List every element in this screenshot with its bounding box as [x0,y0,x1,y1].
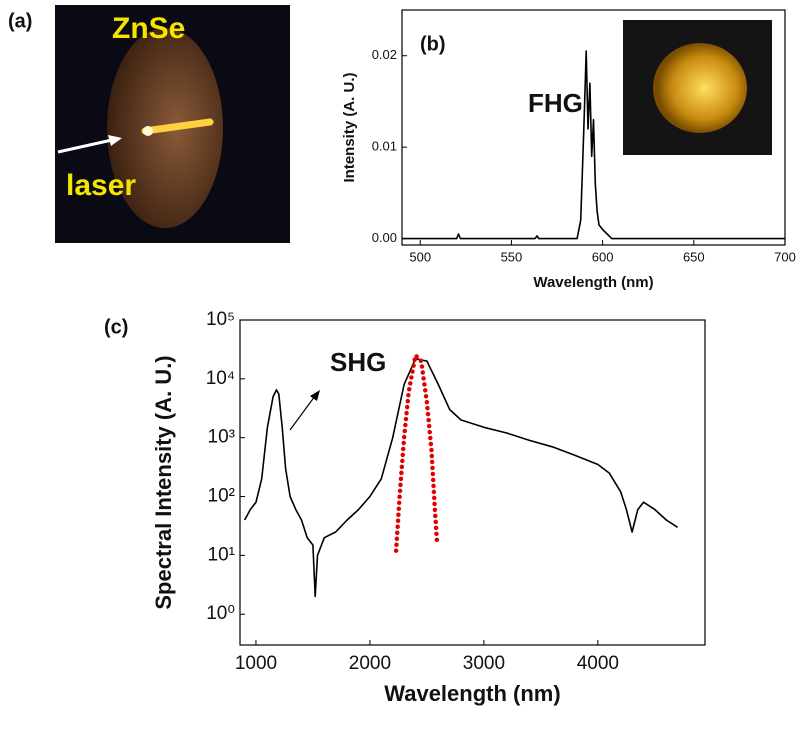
y-tick-label: 10⁰ [206,603,235,624]
x-axis-label: Wavelength (nm) [384,681,560,706]
arrow [57,138,113,154]
x-tick-label: 650 [683,249,705,264]
x-tick-label: 500 [409,249,431,264]
y-tick-label: 10⁵ [206,309,235,330]
panel-label: (c) [104,316,128,338]
y-tick-label: 0.00 [372,230,397,245]
x-tick-label: 600 [592,249,614,264]
y-tick-label: 10⁴ [206,368,235,389]
plot-frame [239,319,706,646]
x-tick-label: 550 [501,249,523,264]
material-label: ZnSe [112,12,185,45]
panel-label: (b) [420,33,446,55]
y-axis-label: Intensity (A. U.) [341,72,358,182]
y-axis-label: Spectral Intensity (A. U.) [151,355,176,609]
laser-label: laser [66,169,136,202]
x-tick-label: 700 [774,249,796,264]
y-tick-label: 10² [208,486,235,507]
annotation-arrow [289,395,316,431]
arrow-head [108,135,122,146]
x-tick-label: 4000 [577,653,619,674]
annotation: FHG [528,88,583,118]
y-tick-label: 0.01 [372,139,397,154]
series-line [402,50,785,240]
plot-frame [401,9,786,246]
beam-spot [143,126,153,136]
series-line [393,353,440,553]
annotation-arrow-head [310,390,320,401]
x-tick-label: 1000 [235,653,277,674]
inset-spot [653,43,747,133]
x-tick-label: 3000 [463,653,505,674]
x-axis-label: Wavelength (nm) [533,274,653,291]
x-tick-label: 2000 [349,653,391,674]
y-tick-label: 10¹ [208,544,235,565]
annotation: SHG [330,347,386,377]
series-line [243,357,679,598]
panel-label: (a) [8,10,32,32]
y-tick-label: 0.02 [372,47,397,62]
beam [141,118,214,135]
y-tick-label: 10³ [208,427,235,448]
